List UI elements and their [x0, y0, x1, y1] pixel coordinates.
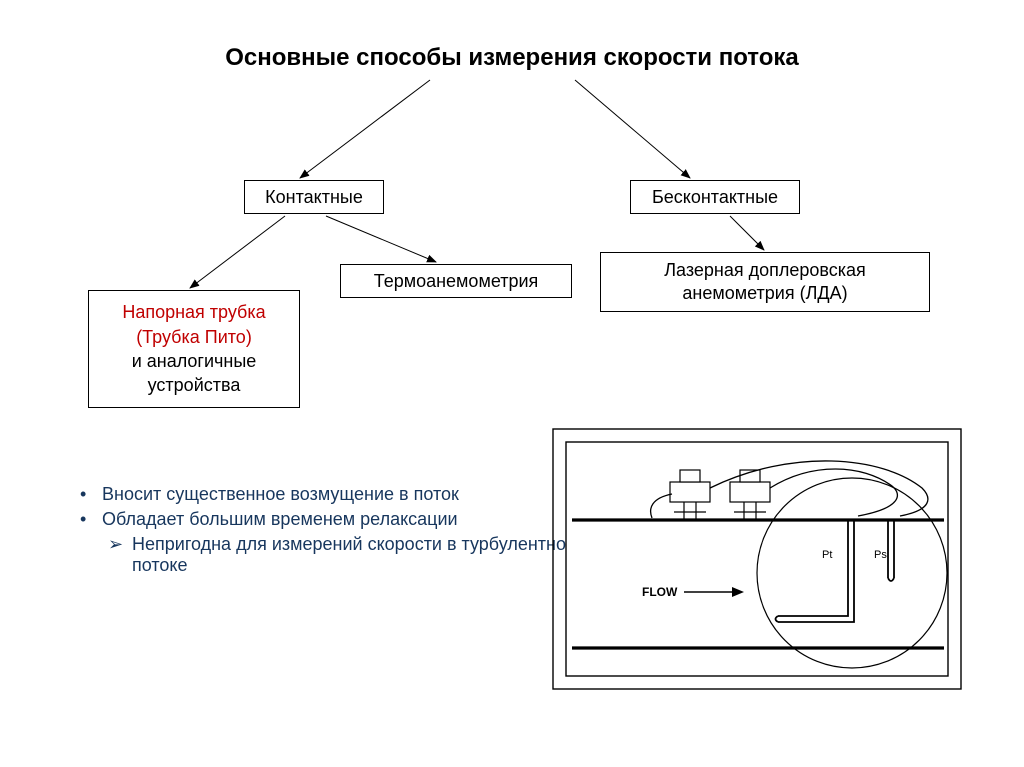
- node-lda-line1: Лазерная доплеровская: [664, 259, 866, 282]
- node-pitot-line1: Напорная трубка: [122, 300, 265, 324]
- bullet-list: Вносит существенное возмущение в поток О…: [74, 484, 584, 580]
- node-pitot-line3: и аналогичные: [132, 349, 257, 373]
- node-pitot: Напорная трубка (Трубка Пито) и аналогич…: [88, 290, 300, 408]
- node-noncontact-label: Бесконтактные: [652, 187, 778, 208]
- pt-label: Pt: [822, 549, 832, 561]
- node-contact-label: Контактные: [265, 187, 363, 208]
- node-thermo: Термоанемометрия: [340, 264, 572, 298]
- node-thermo-label: Термоанемометрия: [374, 271, 539, 292]
- bullet-subitem: Непригодна для измерений скорости в турб…: [128, 534, 584, 576]
- node-pitot-line4: устройства: [148, 373, 241, 397]
- node-lda-line2: анемометрия (ЛДА): [682, 282, 847, 305]
- bullet-item: Обладает большим временем релаксации: [98, 509, 584, 530]
- flow-label: FLOW: [642, 585, 678, 599]
- bullet-item: Вносит существенное возмущение в поток: [98, 484, 584, 505]
- ps-label: Ps: [874, 549, 887, 561]
- pitot-technical-drawing: FLOW Pt Ps: [552, 428, 962, 690]
- node-contact: Контактные: [244, 180, 384, 214]
- node-lda: Лазерная доплеровская анемометрия (ЛДА): [600, 252, 930, 312]
- node-pitot-line2: (Трубка Пито): [136, 325, 252, 349]
- node-noncontact: Бесконтактные: [630, 180, 800, 214]
- page-title: Основные способы измерения скорости пото…: [0, 44, 1024, 72]
